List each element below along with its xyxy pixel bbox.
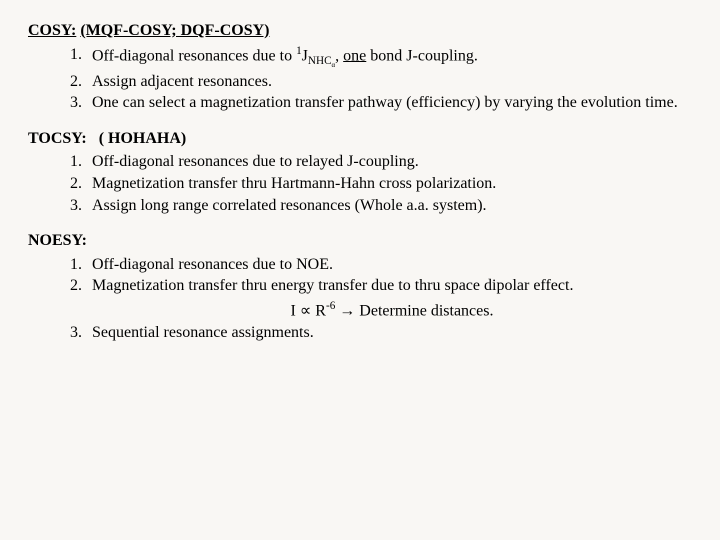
list-item: 3. Sequential resonance assignments. — [70, 322, 692, 344]
list-item: 2. Magnetization transfer thru energy tr… — [70, 275, 692, 322]
cosy-list: 1. Off-diagonal resonances due to 1JNHCα… — [70, 44, 692, 114]
cosy-title: COSY: (MQF-COSY; DQF-COSY) — [28, 20, 692, 42]
item-number: 3. — [70, 322, 92, 344]
item-number: 3. — [70, 92, 92, 114]
noesy-formula: I ∝ R-6 → Determine distances. — [92, 299, 692, 322]
item-number: 2. — [70, 173, 92, 195]
item-number: 2. — [70, 71, 92, 93]
item-text: Off-diagonal resonances due to NOE. — [92, 254, 692, 276]
item-number: 3. — [70, 195, 92, 217]
item-text: Assign adjacent resonances. — [92, 71, 692, 93]
tocsy-title-b: ( HOHAHA) — [99, 130, 187, 147]
cosy-title-a: COSY: — [28, 22, 76, 39]
tocsy-section: TOCSY: ( HOHAHA) 1. Off-diagonal resonan… — [28, 128, 692, 216]
item-text: Off-diagonal resonances due to 1JNHCα, o… — [92, 44, 692, 71]
list-item: 1. Off-diagonal resonances due to NOE. — [70, 254, 692, 276]
cosy-section: COSY: (MQF-COSY; DQF-COSY) 1. Off-diagon… — [28, 20, 692, 114]
tocsy-list: 1. Off-diagonal resonances due to relaye… — [70, 151, 692, 216]
item-number: 1. — [70, 44, 92, 66]
tocsy-title-a: TOCSY: — [28, 130, 87, 147]
tocsy-title: TOCSY: ( HOHAHA) — [28, 128, 692, 150]
item-text: Assign long range correlated resonances … — [92, 195, 692, 217]
item-text: Off-diagonal resonances due to relayed J… — [92, 151, 692, 173]
item-text: One can select a magnetization transfer … — [92, 92, 692, 114]
list-item: 1. Off-diagonal resonances due to relaye… — [70, 151, 692, 173]
list-item: 3. One can select a magnetization transf… — [70, 92, 692, 114]
list-item: 3. Assign long range correlated resonanc… — [70, 195, 692, 217]
item-text: Magnetization transfer thru Hartmann-Hah… — [92, 173, 692, 195]
item-number: 1. — [70, 151, 92, 173]
item-number: 1. — [70, 254, 92, 276]
noesy-title: NOESY: — [28, 230, 692, 252]
item-text: Sequential resonance assignments. — [92, 322, 692, 344]
list-item: 2. Assign adjacent resonances. — [70, 71, 692, 93]
item-text: Magnetization transfer thru energy trans… — [92, 275, 692, 322]
item-number: 2. — [70, 275, 92, 297]
list-item: 1. Off-diagonal resonances due to 1JNHCα… — [70, 44, 692, 71]
cosy-title-b: (MQF-COSY; DQF-COSY) — [80, 22, 269, 39]
noesy-section: NOESY: 1. Off-diagonal resonances due to… — [28, 230, 692, 343]
list-item: 2. Magnetization transfer thru Hartmann-… — [70, 173, 692, 195]
noesy-list: 1. Off-diagonal resonances due to NOE. 2… — [70, 254, 692, 344]
